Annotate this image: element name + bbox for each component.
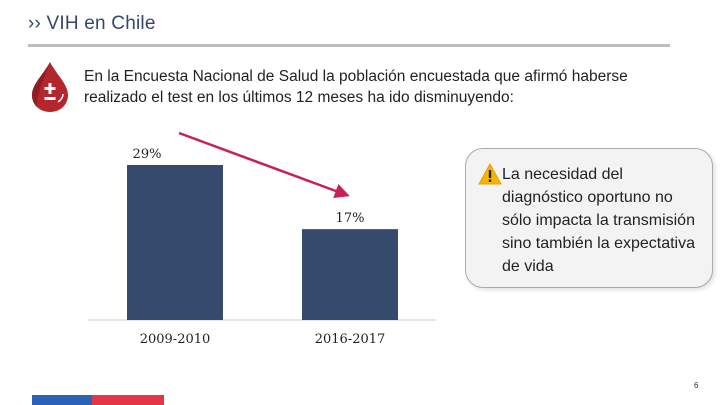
- bar-2016-2017: [302, 229, 398, 320]
- trend-arrow: [178, 131, 350, 199]
- tick-label-2016-2017: 2016-2017: [315, 332, 386, 347]
- footer-bar-red: [92, 395, 164, 405]
- callout-box: La necesidad del diagnóstico oportuno no…: [465, 148, 713, 288]
- title-divider: [28, 44, 670, 47]
- data-label-2009-2010: 29%: [133, 147, 162, 162]
- intro-text: En la Encuesta Nacional de Salud la pobl…: [84, 68, 628, 106]
- blood-drop-plus-minus-icon: [32, 62, 68, 112]
- page-number: 6: [694, 381, 699, 390]
- data-label-2016-2017: 17%: [336, 211, 365, 226]
- warning-triangle-icon: [478, 163, 502, 185]
- footer-bar-blue: [32, 395, 92, 405]
- tick-label-2009-2010: 2009-2010: [140, 332, 211, 347]
- bar-2009-2010: [127, 165, 223, 320]
- callout-text: La necesidad del diagnóstico oportuno no…: [502, 166, 695, 275]
- page-title: ›› VIH en Chile: [28, 13, 156, 34]
